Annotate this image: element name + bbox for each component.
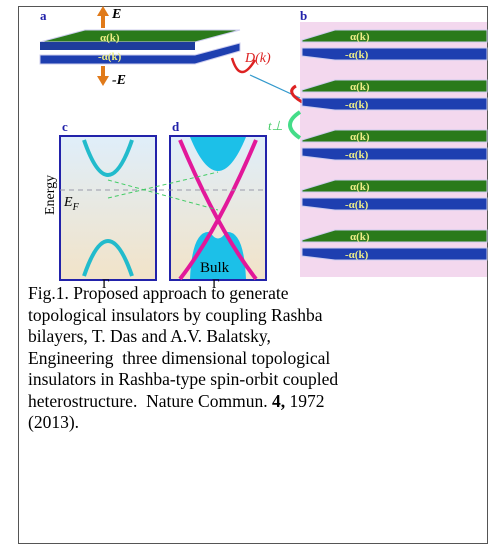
layer-label: α(k): [350, 81, 370, 93]
caption-line: (2013).: [28, 412, 483, 434]
layer-bottom: [302, 248, 487, 260]
layer-top: [40, 30, 240, 42]
field-label: E: [111, 7, 121, 22]
caption-line: heterostructure. Nature Commun. 4, 1972: [28, 391, 483, 413]
layer-bottom: [302, 198, 487, 210]
caption-line: insulators in Rashba-type spin-orbit cou…: [28, 369, 483, 391]
layer-bottom: [302, 48, 487, 60]
volume: 4,: [272, 391, 285, 411]
page: a E α(k) -α(k) -E D(k) b t⊥ c d Energy E…: [0, 0, 503, 550]
field-label: -E: [112, 73, 126, 88]
layer-label: -α(k): [345, 249, 369, 261]
axis-label: Energy: [43, 175, 58, 215]
panel-label: b: [300, 8, 307, 23]
layer-label: α(k): [350, 181, 370, 193]
layer-top: [302, 30, 487, 42]
fermi-sub: F: [72, 202, 80, 213]
hopping-arc: [290, 112, 300, 138]
layer-label: -α(k): [98, 51, 122, 63]
coupling-label: D(k): [244, 51, 271, 66]
panel-label: a: [40, 8, 47, 23]
layer-label: -α(k): [345, 199, 369, 211]
caption-line: topological insulators by coupling Rashb…: [28, 305, 483, 327]
figure: a E α(k) -α(k) -E D(k) b t⊥ c d Energy E…: [0, 0, 503, 290]
journal: heterostructure. Nature Commun.: [28, 391, 272, 411]
year: 1972: [285, 391, 324, 411]
layer-top: [302, 80, 487, 92]
layer-label: -α(k): [345, 149, 369, 161]
bulk-label: Bulk: [200, 260, 230, 276]
hopping-label: t⊥: [268, 118, 283, 133]
layer-label: α(k): [100, 32, 120, 44]
layer-label: -α(k): [345, 99, 369, 111]
arrow-head: [97, 6, 109, 16]
layer-bottom: [302, 148, 487, 160]
arrow-head: [97, 76, 109, 86]
caption: Fig.1. Proposed approach to generate top…: [28, 283, 483, 434]
caption-line: Engineering three dimensional topologica…: [28, 348, 483, 370]
layer-top: [302, 230, 487, 242]
panel-label: c: [62, 119, 68, 134]
layer-top: [302, 130, 487, 142]
caption-line: bilayers, T. Das and A.V. Balatsky,: [28, 326, 483, 348]
panel-label: d: [172, 119, 180, 134]
layer-top: [302, 180, 487, 192]
layer-label: α(k): [350, 131, 370, 143]
layer-label: -α(k): [345, 49, 369, 61]
fermi-symbol: E: [63, 195, 73, 210]
layer-label: α(k): [350, 231, 370, 243]
caption-line: Fig.1. Proposed approach to generate: [28, 283, 483, 305]
layer-label: α(k): [350, 31, 370, 43]
layer-bottom: [302, 98, 487, 110]
